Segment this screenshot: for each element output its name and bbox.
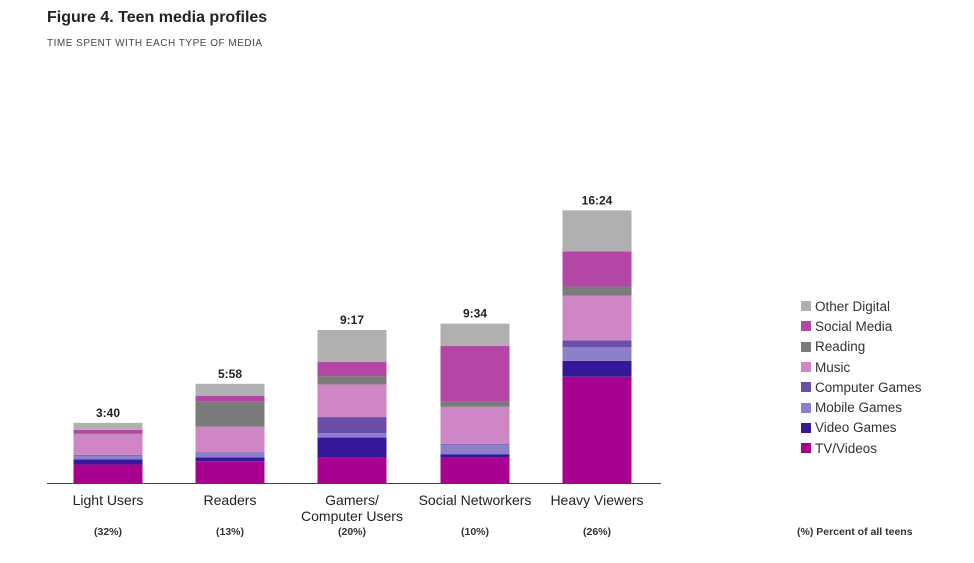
bar-segment-reading-1 <box>73 433 143 435</box>
bar-segment-music-4 <box>440 406 510 444</box>
bar-segment-tv-videos-2 <box>195 461 265 483</box>
bar-segment-video-games-4 <box>440 454 510 458</box>
bar-segment-tv-videos-1 <box>73 464 143 483</box>
percent-note: (%) Percent of all teens <box>797 526 913 538</box>
category-label-line1: Gamers/ <box>325 492 379 508</box>
total-label: 3:40 <box>96 406 120 420</box>
category-label-line1: Heavy Viewers <box>550 492 644 508</box>
bar-segment-video-games-5 <box>562 360 632 377</box>
bar-segment-computer-games-5 <box>562 340 632 348</box>
category-label: Light Users <box>38 492 178 508</box>
bar-segment-music-5 <box>562 295 632 341</box>
legend-label: TV/Videos <box>815 440 878 456</box>
category-label-line1: Readers <box>203 492 257 508</box>
bar-segment-other-digital-1 <box>73 422 143 430</box>
legend-label: Computer Games <box>815 379 922 395</box>
bar-segment-mobile-games-1 <box>73 455 143 460</box>
bar-segment-reading-4 <box>440 401 510 407</box>
percent-label: (32%) <box>93 526 122 538</box>
legend-label: Video Games <box>815 420 897 436</box>
bar-segment-reading-2 <box>195 401 265 427</box>
category-label-line1: Social Networkers <box>418 492 532 508</box>
bar-segment-video-games-3 <box>317 437 387 458</box>
chart-subtitle: TIME SPENT WITH EACH TYPE OF MEDIA <box>47 38 263 49</box>
bar-segment-mobile-games-2 <box>195 452 265 458</box>
legend-item: Mobile Games <box>801 397 922 417</box>
category-label: Social Networkers <box>405 492 545 508</box>
bar-segment-music-3 <box>317 384 387 418</box>
legend-label: Mobile Games <box>815 400 903 416</box>
bar-segment-music-1 <box>73 434 143 455</box>
bar-segment-other-digital-3 <box>317 330 387 363</box>
legend-swatch <box>801 443 811 454</box>
legend-swatch <box>801 341 811 352</box>
bar-segment-computer-games-4 <box>440 443 510 445</box>
percent-label: (26%) <box>582 526 611 538</box>
legend-item: Reading <box>801 337 922 357</box>
legend-item: Social Media <box>801 316 922 336</box>
category-label: Readers <box>160 492 300 508</box>
bar-segment-computer-games-1 <box>73 454 143 456</box>
legend-swatch <box>801 402 811 413</box>
bar-segment-tv-videos-5 <box>562 376 632 483</box>
bar-segment-social-media-5 <box>562 251 632 287</box>
total-label: 16:24 <box>582 193 613 207</box>
bar-segment-social-media-1 <box>73 429 143 434</box>
legend-swatch <box>801 321 811 332</box>
legend-label: Music <box>815 359 851 375</box>
legend: Other Digital Social Media Reading Music Com… <box>801 296 922 458</box>
legend-item: Video Games <box>801 418 922 438</box>
legend-item: TV/Videos <box>801 438 922 458</box>
legend-swatch <box>801 382 811 393</box>
percent-label: (20%) <box>337 526 366 538</box>
bar-segment-music-2 <box>195 426 265 453</box>
percent-label: (10%) <box>460 526 489 538</box>
bar-segment-video-games-1 <box>73 459 143 465</box>
bar-segment-mobile-games-5 <box>562 347 632 361</box>
bar-segment-tv-videos-3 <box>317 457 387 483</box>
bar-segment-other-digital-5 <box>562 210 632 252</box>
percent-label: (13%) <box>215 526 244 538</box>
legend-label: Reading <box>815 339 866 355</box>
category-label-line2: Computer Users <box>301 508 403 524</box>
legend-label: Social Media <box>815 318 893 334</box>
bar-segment-reading-3 <box>317 376 387 385</box>
legend-swatch <box>801 301 811 312</box>
legend-item: Other Digital <box>801 296 922 316</box>
bar-segment-reading-5 <box>562 286 632 296</box>
legend-item: Computer Games <box>801 377 922 397</box>
bar-segment-mobile-games-3 <box>317 433 387 438</box>
legend-item: Music <box>801 357 922 377</box>
total-label: 5:58 <box>218 367 242 381</box>
legend-label: Other Digital <box>815 298 891 314</box>
legend-swatch <box>801 362 811 373</box>
bar-segment-social-media-4 <box>440 346 510 402</box>
bar-segment-mobile-games-4 <box>440 444 510 455</box>
total-label: 9:17 <box>340 313 364 327</box>
bar-segment-social-media-3 <box>317 362 387 377</box>
bar-segment-social-media-2 <box>195 395 265 402</box>
bar-segment-computer-games-2 <box>195 452 265 453</box>
category-label-line1: Light Users <box>72 492 144 508</box>
total-label: 9:34 <box>463 307 487 321</box>
bar-segment-video-games-2 <box>195 457 265 462</box>
chart-title: Figure 4. Teen media profiles <box>47 9 268 26</box>
category-label: Heavy Viewers <box>527 492 667 508</box>
bar-segment-computer-games-3 <box>317 417 387 434</box>
bar-segment-other-digital-4 <box>440 323 510 347</box>
bar-segment-tv-videos-4 <box>440 457 510 483</box>
bar-segment-other-digital-2 <box>195 383 265 396</box>
legend-swatch <box>801 422 811 433</box>
category-label: Gamers/Computer Users <box>282 492 422 524</box>
